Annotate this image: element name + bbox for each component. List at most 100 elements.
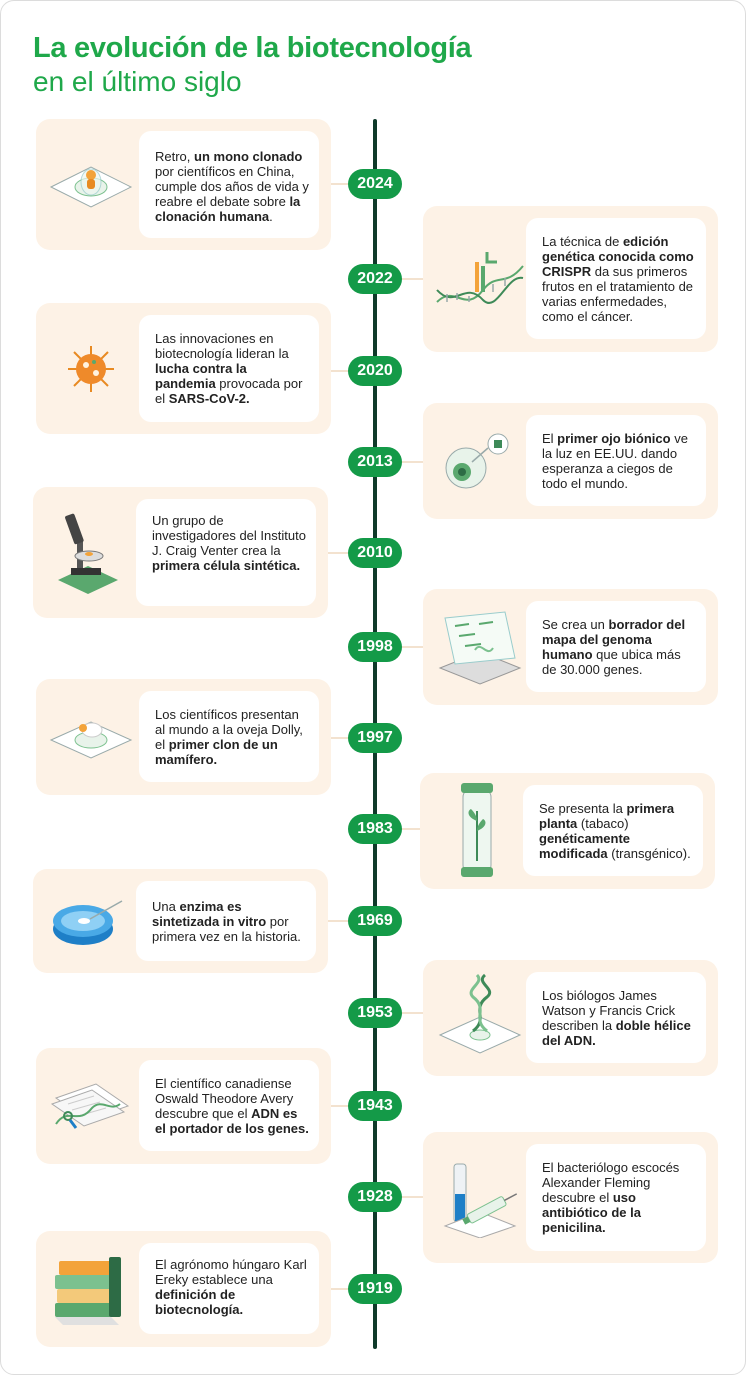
- event-description: Una enzima es sintetizada in vitro por p…: [152, 899, 306, 944]
- books-icon: [45, 1241, 137, 1337]
- year-badge-1983: 1983: [348, 814, 402, 844]
- event-connector: [331, 370, 348, 372]
- event-description-text: Se presenta la: [539, 801, 627, 816]
- event-text-box: [523, 785, 703, 876]
- event-text-box: [139, 131, 319, 238]
- event-connector: [402, 461, 423, 463]
- event-description-bold: lucha contra la pandemia: [155, 361, 247, 391]
- event-description-text: Las innovaciones en biotecnología lidera…: [155, 331, 289, 361]
- event-description-bold: primera célula sintética.: [152, 558, 301, 573]
- event-description-text: por científicos en China, cumple dos año…: [155, 164, 309, 209]
- title-line-1: La evolución de la biotecnología: [33, 32, 472, 64]
- title-block: La evolución de la biotecnología en el ú…: [33, 31, 472, 99]
- event-description: Se crea un borrador del mapa del genoma …: [542, 617, 696, 677]
- event-description: La técnica de edición genética conocida …: [542, 234, 696, 324]
- genome-map-icon: [434, 599, 526, 695]
- event-connector: [402, 828, 420, 830]
- event-description: El primer ojo biónico ve la luz en EE.UU…: [542, 431, 696, 491]
- event-text-box: [136, 881, 316, 961]
- event-text-box: [136, 499, 316, 606]
- event-description: El científico canadiense Oswald Theodore…: [155, 1076, 309, 1136]
- event-description-bold: borrador del mapa del genoma humano: [542, 617, 686, 662]
- sheep-icon: [45, 689, 137, 785]
- event-description-text: .: [269, 209, 273, 224]
- event-text-box: [139, 1060, 319, 1151]
- virus-icon: [45, 313, 137, 424]
- event-description-text: Los científicos presentan al mundo a la …: [155, 707, 303, 752]
- event-connector: [402, 646, 423, 648]
- syringe-vial-icon: [434, 1142, 526, 1253]
- event-description-text: Los biólogos James Watson y Francis Cric…: [542, 988, 676, 1033]
- event-description-bold: edición genética conocida como CRISPR: [542, 234, 694, 279]
- event-connector: [402, 1196, 423, 1198]
- year-badge-1969: 1969: [348, 906, 402, 936]
- event-connector: [402, 278, 423, 280]
- event-description-bold: definición de biotecnología.: [155, 1287, 244, 1317]
- event-text-box: [526, 972, 706, 1063]
- event-description-text: provocada por el: [155, 376, 303, 406]
- dna-documents-icon: [45, 1058, 137, 1154]
- year-badge-2013: 2013: [348, 447, 402, 477]
- event-connector: [331, 737, 348, 739]
- event-connector: [331, 1105, 348, 1107]
- dna-crispr-icon: [434, 216, 526, 342]
- event-description-bold: un mono clonado: [194, 149, 303, 164]
- event-description-text: por primera vez en la historia.: [152, 914, 301, 944]
- event-description-text: El agrónomo húngaro Karl Ereky establece…: [155, 1257, 307, 1287]
- event-description-text: (tabaco): [577, 816, 629, 831]
- year-badge-1943: 1943: [348, 1091, 402, 1121]
- event-description-bold: ADN es el portador de los genes.: [155, 1106, 309, 1136]
- event-connector: [331, 183, 348, 185]
- event-text-box: [526, 415, 706, 506]
- event-description-bold: SARS-CoV-2.: [168, 391, 250, 406]
- event-description: Un grupo de investigadores del Instituto…: [152, 513, 306, 573]
- event-description-text: ve la luz en EE.UU. dando esperanza a ci…: [542, 431, 688, 491]
- event-text-box: [139, 315, 319, 422]
- event-text-box: [526, 601, 706, 692]
- event-description: Los biólogos James Watson y Francis Cric…: [542, 988, 696, 1048]
- event-description: Se presenta la primera planta (tabaco) g…: [539, 801, 693, 861]
- event-description-text: El científico canadiense Oswald Theodore…: [155, 1076, 294, 1121]
- event-description-text: (transgénico).: [607, 846, 691, 861]
- event-description: El agrónomo húngaro Karl Ereky establece…: [155, 1257, 309, 1317]
- year-badge-2010: 2010: [348, 538, 402, 568]
- event-text-box: [139, 691, 319, 782]
- title-line-2: en el último siglo: [33, 66, 242, 97]
- event-description-text: Una: [152, 899, 180, 914]
- event-description-bold: uso antibiótico de la penicilina.: [542, 1190, 641, 1235]
- year-badge-1953: 1953: [348, 998, 402, 1028]
- event-description-bold: primera planta: [539, 801, 675, 831]
- event-description-bold: enzima es sintetizada in vitro: [152, 899, 267, 929]
- event-description-text: Un grupo de investigadores del Instituto…: [152, 513, 306, 558]
- event-description-bold: genéticamente modificada: [539, 831, 631, 861]
- plant-tube-icon: [431, 783, 523, 879]
- event-description-bold: doble hélice del ADN.: [542, 1018, 691, 1048]
- double-helix-icon: [434, 970, 526, 1066]
- event-connector: [328, 552, 348, 554]
- event-description-text: El bacteriólogo escocés Alexander Flemin…: [542, 1160, 680, 1205]
- event-text-box: [139, 1243, 319, 1334]
- year-badge-2024: 2024: [348, 169, 402, 199]
- event-description-text: Se crea un: [542, 617, 609, 632]
- event-description-text: da sus primeros frutos en el tratamiento…: [542, 264, 694, 324]
- event-connector: [328, 920, 348, 922]
- year-badge-1997: 1997: [348, 723, 402, 753]
- microscope-icon: [42, 497, 134, 608]
- event-text-box: [526, 1144, 706, 1251]
- event-connector: [331, 1288, 348, 1290]
- event-description-text: La técnica de: [542, 234, 623, 249]
- bionic-eye-icon: [434, 413, 526, 509]
- year-badge-1928: 1928: [348, 1182, 402, 1212]
- event-text-box: [526, 218, 706, 339]
- event-description-bold: la clonación humana: [155, 194, 301, 224]
- event-description-bold: primer ojo biónico: [557, 431, 671, 446]
- event-connector: [402, 1012, 423, 1014]
- event-description: Las innovaciones en biotecnología lidera…: [155, 331, 309, 406]
- event-description-text: Retro,: [155, 149, 195, 164]
- event-description: Retro, un mono clonado por científicos e…: [155, 149, 309, 224]
- year-badge-1998: 1998: [348, 632, 402, 662]
- petri-dish-icon: [42, 879, 134, 963]
- year-badge-1919: 1919: [348, 1274, 402, 1304]
- event-description-text: El: [542, 431, 558, 446]
